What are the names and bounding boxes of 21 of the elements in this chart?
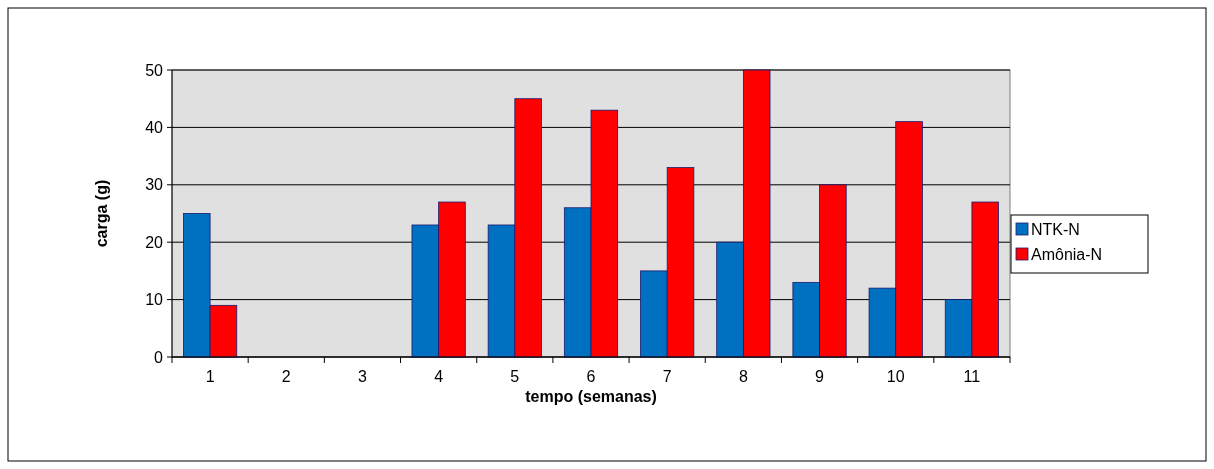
y-axis-title: carga (g)	[93, 179, 110, 248]
x-tick-label: 8	[738, 368, 748, 385]
y-tick-label: 30	[145, 176, 164, 194]
x-axis-title: tempo (semanas)	[525, 388, 657, 405]
x-tick-label: 10	[886, 368, 905, 385]
x-tick-label: 5	[510, 368, 520, 385]
x-tick-label: 4	[434, 368, 444, 385]
legend-label: Amônia-N	[1031, 245, 1103, 263]
x-tick-label: 1	[205, 368, 215, 385]
x-tick-label: 11	[963, 368, 981, 385]
legend-label: NTK-N	[1031, 220, 1080, 238]
x-tick-label: 6	[586, 368, 596, 385]
x-tick-label: 2	[281, 368, 291, 385]
y-tick-label: 20	[145, 233, 164, 251]
y-tick-label: 40	[145, 119, 164, 136]
y-tick-label: 0	[154, 348, 164, 366]
x-tick-label: 9	[815, 368, 825, 385]
y-tick-label: 50	[145, 61, 164, 79]
y-tick-label: 10	[145, 291, 164, 309]
x-tick-label: 3	[358, 368, 367, 385]
x-tick-label: 7	[662, 368, 672, 385]
